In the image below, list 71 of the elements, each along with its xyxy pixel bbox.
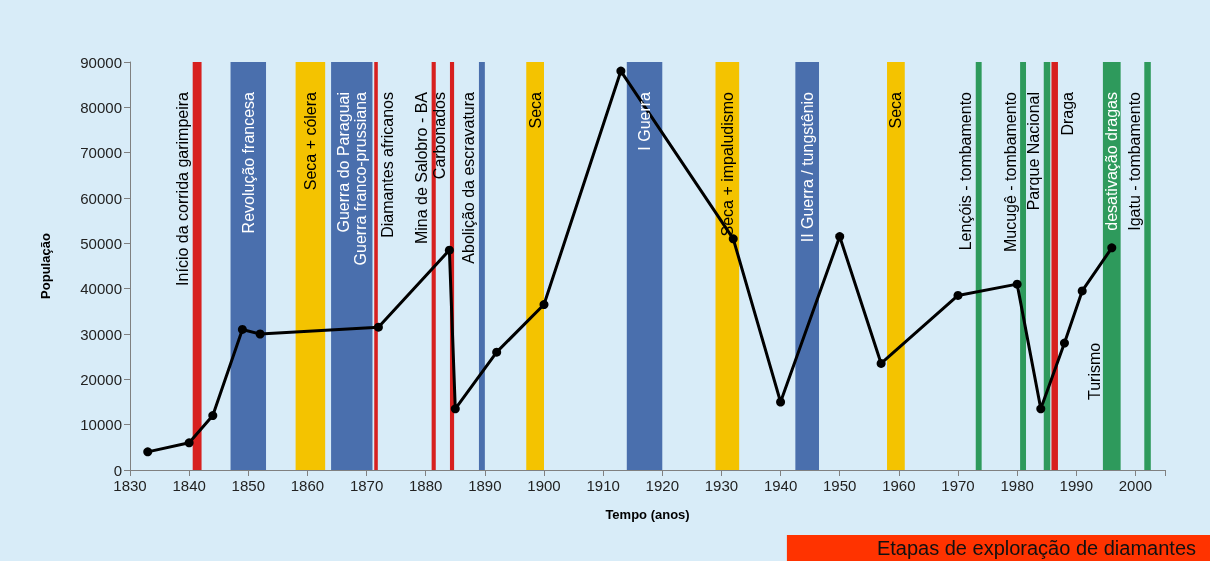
y-tick-label: 80000 xyxy=(80,98,122,116)
point xyxy=(143,447,153,457)
annotation: Turismo xyxy=(1086,342,1104,400)
x-axis-title: Tempo (anos) xyxy=(605,507,690,522)
band-label: Igatu - tombamento xyxy=(1125,91,1143,231)
band-label: Lençóis - tombamento xyxy=(957,91,975,251)
x-tick-label: 1890 xyxy=(468,477,502,494)
y-tick-label: 10000 xyxy=(80,416,122,434)
point xyxy=(184,438,194,448)
y-tick-label: 0 xyxy=(113,461,122,479)
x-tick-label: 1990 xyxy=(1059,477,1093,494)
x-tick-label: 1910 xyxy=(586,477,620,494)
y-tick-label: 40000 xyxy=(80,280,122,298)
y-tick-label: 20000 xyxy=(80,370,122,388)
point xyxy=(237,324,247,334)
point xyxy=(1077,286,1087,296)
band-label: Seca xyxy=(526,91,544,129)
x-tick-label: 1950 xyxy=(823,477,857,494)
point xyxy=(539,300,549,310)
x-tick-label: 1850 xyxy=(231,477,265,494)
point xyxy=(616,66,626,76)
band-label: Seca + cólera xyxy=(301,91,319,191)
x-tick-label: 1920 xyxy=(645,477,679,494)
band-label: Diamantes africanos xyxy=(379,92,397,238)
y-tick-label: 50000 xyxy=(80,234,122,252)
point xyxy=(255,329,265,339)
point xyxy=(1036,404,1046,414)
x-tick-label: 1930 xyxy=(704,477,739,494)
point xyxy=(776,397,786,407)
x-tick-label: 2000 xyxy=(1118,477,1153,494)
point xyxy=(492,347,502,357)
point xyxy=(876,358,886,368)
y-axis-title: População xyxy=(38,233,53,299)
x-tick-label: 1830 xyxy=(113,477,147,494)
x-tick-label: 1870 xyxy=(349,477,384,494)
band-label: I Guerra xyxy=(636,91,654,151)
text: Etapas de exploração de diamantes xyxy=(876,537,1197,559)
point xyxy=(1107,243,1117,253)
point xyxy=(1012,279,1022,289)
band-label: Draga xyxy=(1059,91,1077,136)
y-tick-label: 60000 xyxy=(80,189,122,207)
x-tick-label: 1900 xyxy=(527,477,561,494)
band-label: Mucugê - tombamento xyxy=(1001,91,1019,253)
point xyxy=(450,404,460,414)
band-label: Parque Nacional xyxy=(1025,92,1043,211)
y-tick-label: 30000 xyxy=(80,325,122,343)
point xyxy=(728,234,738,244)
band-label: Início da corrida garimpeira xyxy=(174,91,192,286)
band-label: Abolição da escravatura xyxy=(460,91,478,264)
x-tick-label: 1880 xyxy=(409,477,443,494)
band-label: Guerra do Paraguai Guerra franco-prussiana xyxy=(334,91,369,266)
band-label: desativação dragas xyxy=(1103,92,1121,231)
band-label: Revolução francesa xyxy=(239,91,257,234)
y-tick-label: 70000 xyxy=(80,144,122,162)
x-tick-label: 1940 xyxy=(763,477,798,494)
point xyxy=(1059,338,1069,348)
point xyxy=(835,232,845,242)
point xyxy=(444,245,454,255)
point xyxy=(373,322,383,332)
band-label: Mina de Salobro - BA xyxy=(413,91,431,245)
band-label: II Guerra / tungstênio xyxy=(798,91,816,243)
x-tick-label: 1970 xyxy=(941,477,975,494)
band-label: Seca xyxy=(887,91,905,129)
band-label: Carbonados xyxy=(431,92,449,180)
x-tick-label: 1840 xyxy=(172,477,206,494)
x-tick-label: 1960 xyxy=(882,477,916,494)
point xyxy=(208,411,218,421)
y-tick-label: 90000 xyxy=(80,53,122,71)
x-tick-label: 1980 xyxy=(1000,477,1034,494)
point xyxy=(953,290,963,300)
x-tick-label: 1860 xyxy=(290,477,325,494)
